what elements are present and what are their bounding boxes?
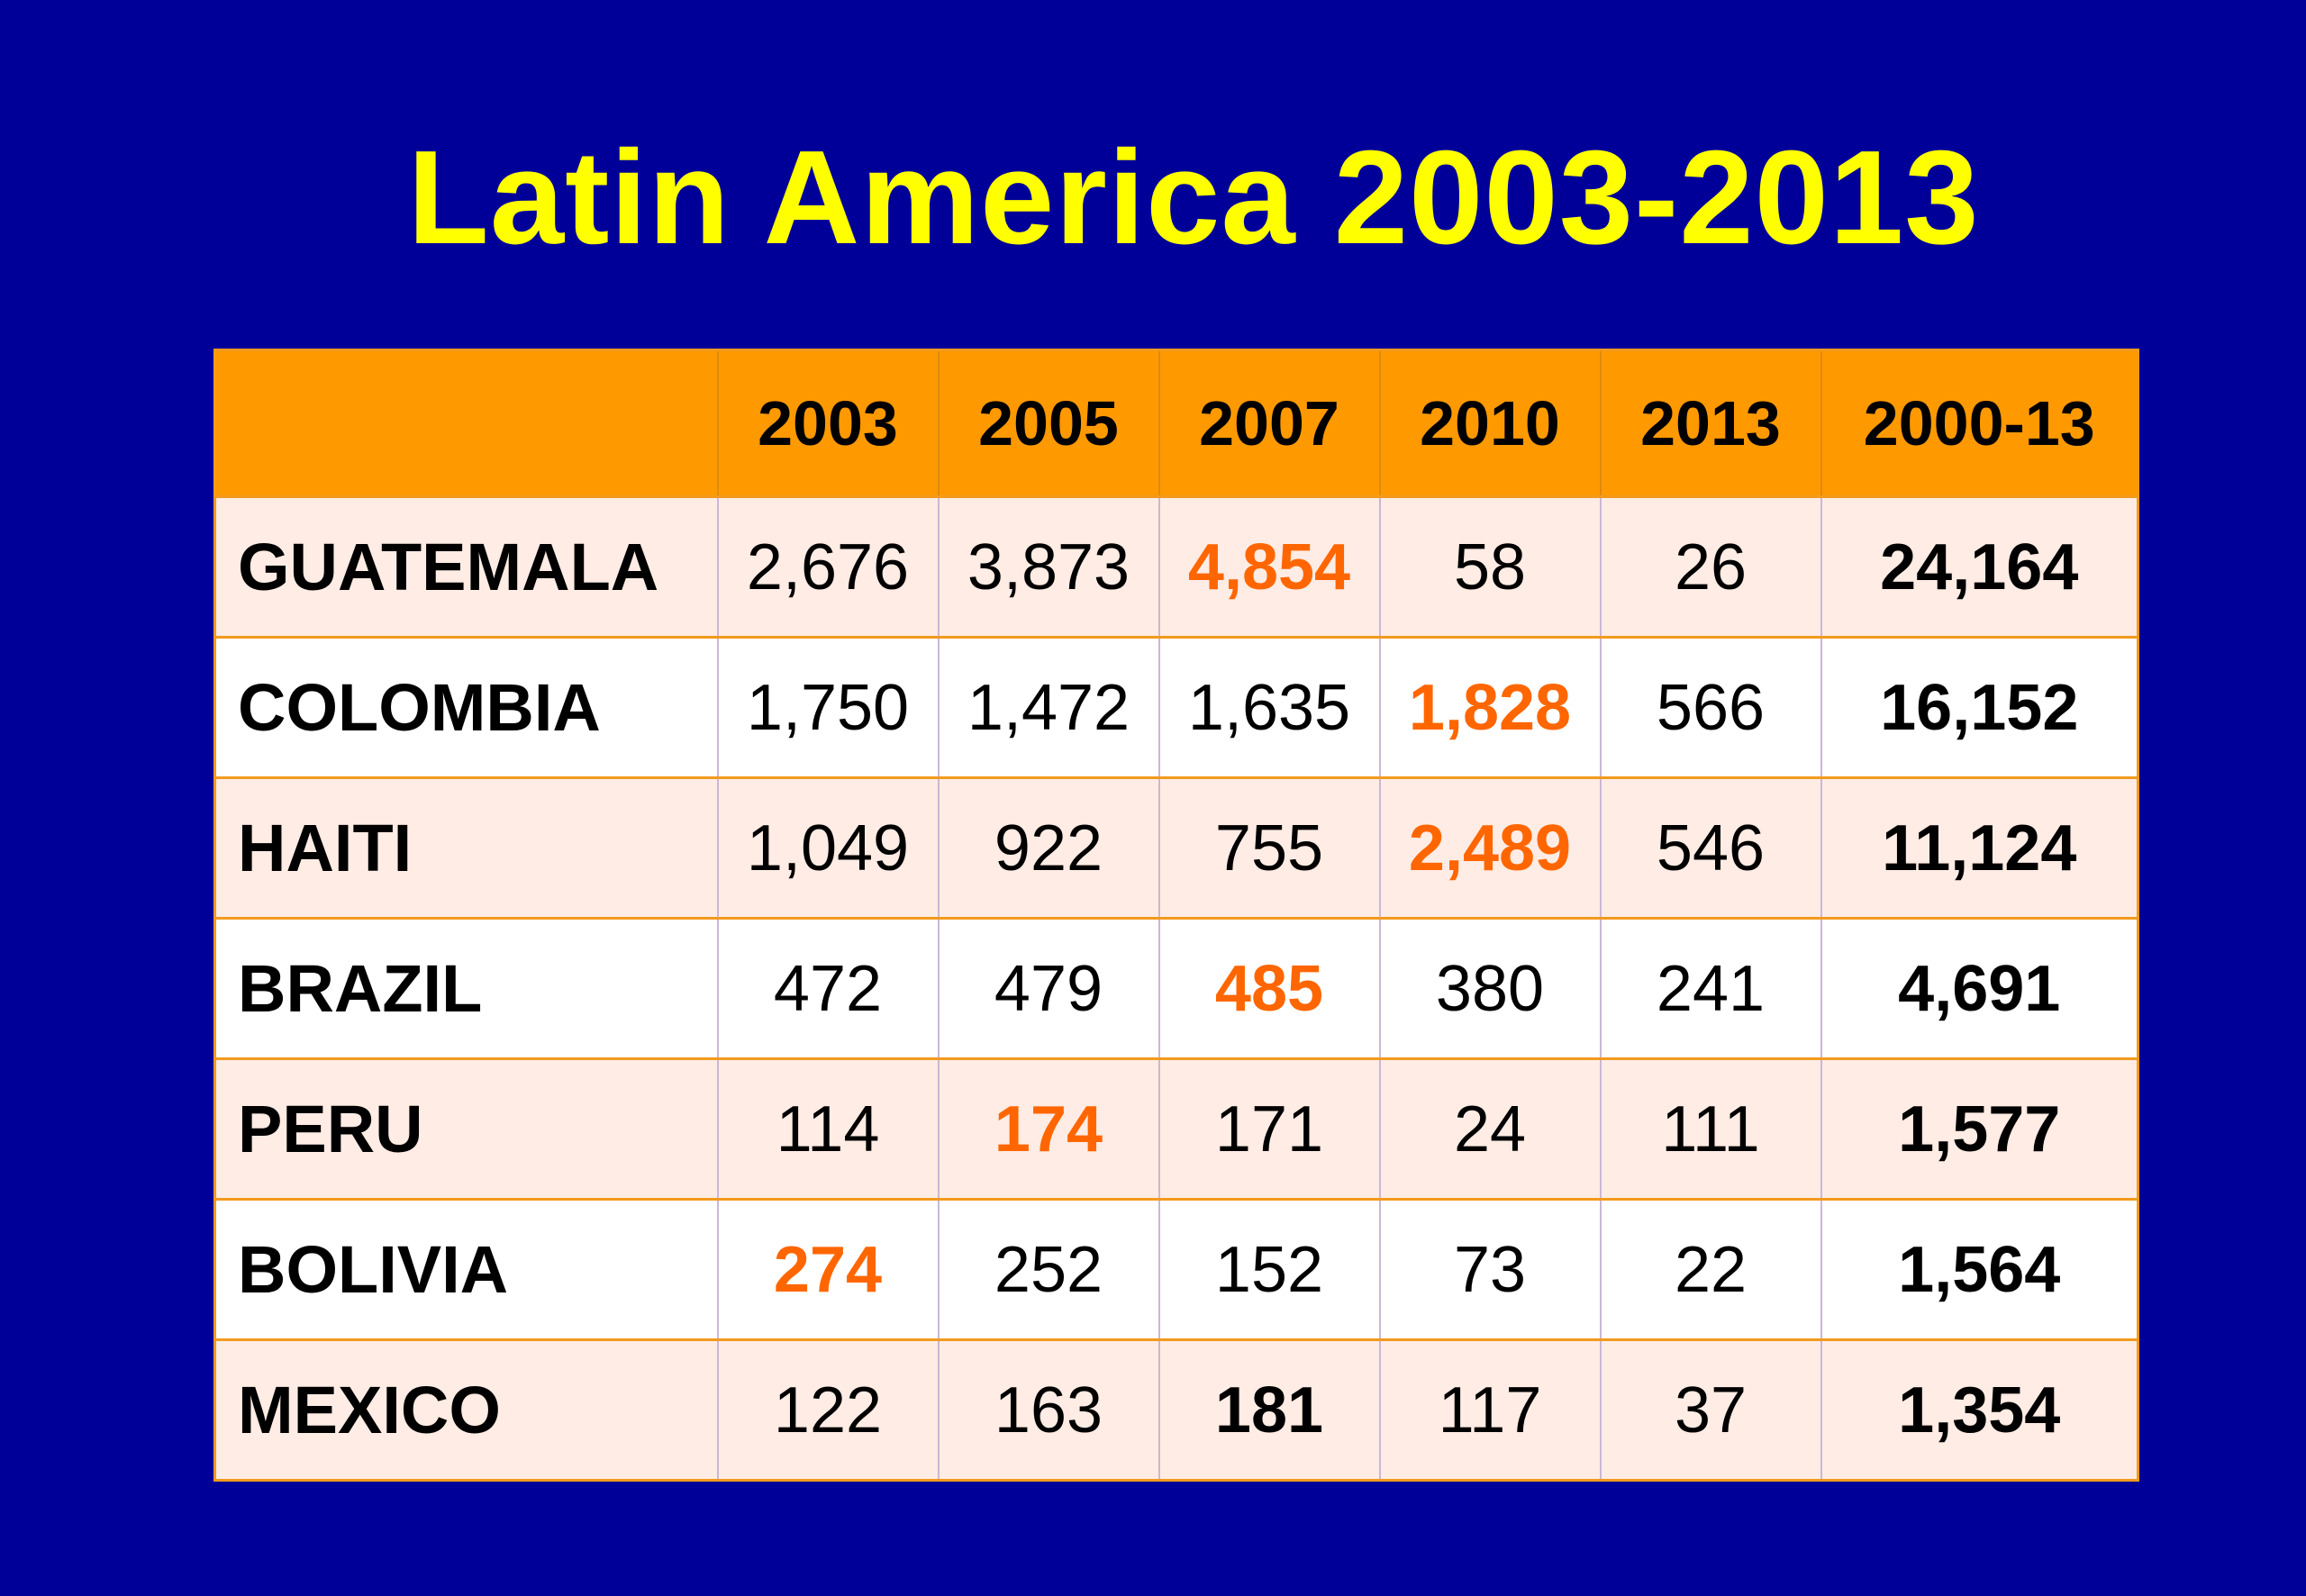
column-header-2005: 2005 [937,349,1160,498]
peak-value-cell: 4,854 [1158,495,1381,639]
table-row: PERU 114 174 171 24 111 1,577 [213,1057,2139,1201]
value-cell: 152 [1158,1198,1381,1341]
peak-value-cell: 274 [716,1198,940,1341]
column-header-2010: 2010 [1378,349,1602,498]
table-row: COLOMBIA 1,750 1,472 1,635 1,828 566 16,… [213,636,2139,779]
peak-value-cell: 181 [1158,1338,1381,1482]
value-cell: 73 [1378,1198,1602,1341]
value-cell: 546 [1599,776,1822,920]
value-cell: 26 [1599,495,1822,639]
total-cell: 11,124 [1820,776,2139,920]
total-cell: 1,577 [1820,1057,2139,1201]
value-cell: 566 [1599,636,1822,779]
value-cell: 922 [937,776,1160,920]
value-cell: 171 [1158,1057,1381,1201]
total-cell: 24,164 [1820,495,2139,639]
value-cell: 1,750 [716,636,940,779]
column-header-total: 2000-13 [1820,349,2139,498]
column-header-2003: 2003 [716,349,940,498]
value-cell: 1,635 [1158,636,1381,779]
peak-value-cell: 485 [1158,917,1381,1060]
slide-title: Latin America 2003-2013 [407,123,1980,272]
value-cell: 1,049 [716,776,940,920]
table-row: HAITI 1,049 922 755 2,489 546 11,124 [213,776,2139,920]
value-cell: 755 [1158,776,1381,920]
value-cell: 3,873 [937,495,1160,639]
header-row: 2003 2005 2007 2010 2013 2000-13 [213,349,2139,498]
value-cell: 472 [716,917,940,1060]
total-cell: 16,152 [1820,636,2139,779]
value-cell: 252 [937,1198,1160,1341]
value-cell: 122 [716,1338,940,1482]
value-cell: 111 [1599,1057,1822,1201]
value-cell: 479 [937,917,1160,1060]
value-cell: 117 [1378,1338,1602,1482]
value-cell: 163 [937,1338,1160,1482]
country-cell: BRAZIL [213,917,719,1060]
value-cell: 2,676 [716,495,940,639]
total-cell: 1,564 [1820,1198,2139,1341]
data-table: 2003 2005 2007 2010 2013 2000-13 GUATEMA… [213,349,2139,1482]
peak-value-cell: 2,489 [1378,776,1602,920]
value-cell: 1,472 [937,636,1160,779]
value-cell: 114 [716,1057,940,1201]
table-row: BRAZIL 472 479 485 380 241 4,691 [213,917,2139,1060]
value-cell: 380 [1378,917,1602,1060]
table-row: GUATEMALA 2,676 3,873 4,854 58 26 24,164 [213,495,2139,639]
column-header-2007: 2007 [1158,349,1381,498]
country-cell: GUATEMALA [213,495,719,639]
table-row: BOLIVIA 274 252 152 73 22 1,564 [213,1198,2139,1341]
value-cell: 24 [1378,1057,1602,1201]
column-header-2013: 2013 [1599,349,1822,498]
country-cell: HAITI [213,776,719,920]
column-header-country [213,349,719,498]
table-row: MEXICO 122 163 181 117 37 1,354 [213,1338,2139,1482]
peak-value-cell: 1,828 [1378,636,1602,779]
country-cell: BOLIVIA [213,1198,719,1341]
country-cell: COLOMBIA [213,636,719,779]
country-cell: MEXICO [213,1338,719,1482]
value-cell: 37 [1599,1338,1822,1482]
country-cell: PERU [213,1057,719,1201]
value-cell: 22 [1599,1198,1822,1341]
total-cell: 4,691 [1820,917,2139,1060]
peak-value-cell: 174 [937,1057,1160,1201]
value-cell: 241 [1599,917,1822,1060]
value-cell: 58 [1378,495,1602,639]
total-cell: 1,354 [1820,1338,2139,1482]
